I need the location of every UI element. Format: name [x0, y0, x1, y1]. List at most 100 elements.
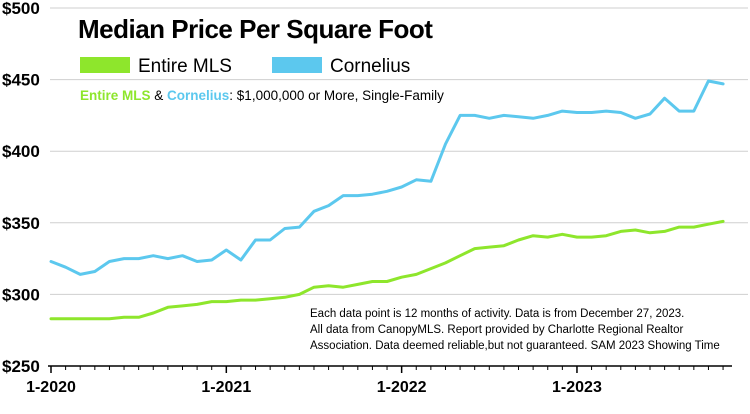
x-tick-label-1-2020: 1-2020 [26, 379, 76, 396]
x-tick-label-1-2023: 1-2023 [552, 379, 602, 396]
data-point-entire-mls-35 [561, 233, 564, 236]
y-tick-label-350: $350 [2, 214, 40, 233]
data-point-entire-mls-31 [503, 244, 505, 247]
data-point-cornelius-24 [400, 186, 403, 188]
data-point-cornelius-21 [356, 194, 359, 197]
data-point-entire-mls-16 [283, 296, 286, 299]
data-point-cornelius-13 [240, 259, 242, 261]
series-lines [49, 79, 725, 321]
subtitle-ampersand: & [151, 88, 168, 103]
data-point-cornelius-7 [152, 254, 155, 257]
data-point-entire-mls-46 [722, 220, 724, 223]
data-point-entire-mls-41 [649, 231, 651, 234]
subtitle-cornelius: Cornelius [167, 88, 229, 103]
footnote-line-3: Association. Data deemed reliable,but no… [310, 340, 720, 352]
data-point-cornelius-12 [225, 249, 228, 251]
data-point-cornelius-37 [590, 111, 593, 114]
data-point-cornelius-18 [313, 210, 315, 213]
data-point-entire-mls-5 [123, 316, 125, 319]
data-point-cornelius-44 [692, 110, 695, 113]
gridlines [50, 7, 748, 295]
legend-swatch-entire-mls [80, 57, 130, 73]
data-point-entire-mls-28 [459, 254, 461, 257]
data-point-cornelius-16 [283, 227, 286, 230]
data-point-cornelius-39 [619, 111, 622, 114]
data-point-cornelius-36 [576, 111, 578, 114]
data-point-cornelius-46 [722, 82, 724, 85]
data-point-cornelius-32 [517, 115, 520, 118]
x-tick-label-1-2022: 1-2022 [377, 379, 427, 396]
data-point-entire-mls-22 [371, 280, 374, 283]
data-point-cornelius-22 [371, 193, 374, 196]
data-point-cornelius-41 [649, 113, 651, 115]
data-point-cornelius-10 [196, 260, 199, 263]
data-point-entire-mls-18 [313, 286, 315, 289]
data-point-entire-mls-32 [517, 239, 520, 241]
data-point-entire-mls-25 [415, 273, 418, 276]
data-point-cornelius-45 [707, 80, 710, 82]
x-axis: 1-2020 1-2021 1-2022 1-2023 [26, 365, 732, 396]
y-tick-label-450: $450 [2, 71, 40, 90]
data-point-entire-mls-34 [546, 236, 549, 239]
legend-label-entire-mls: Entire MLS [138, 56, 232, 77]
data-point-entire-mls-30 [488, 246, 491, 249]
data-point-entire-mls-26 [429, 267, 432, 270]
data-point-cornelius-4 [108, 260, 111, 263]
data-point-entire-mls-39 [619, 230, 622, 233]
data-point-entire-mls-15 [269, 297, 272, 300]
data-point-cornelius-30 [488, 117, 491, 120]
data-point-entire-mls-43 [678, 226, 681, 228]
data-point-entire-mls-36 [576, 236, 578, 239]
data-point-entire-mls-9 [181, 304, 184, 307]
data-point-cornelius-35 [561, 110, 564, 113]
data-point-entire-mls-29 [473, 247, 476, 250]
data-point-cornelius-40 [634, 117, 637, 120]
legend: Entire MLS Cornelius [80, 56, 410, 77]
data-point-entire-mls-38 [605, 234, 608, 237]
data-point-entire-mls-23 [386, 280, 388, 283]
data-point-entire-mls-3 [93, 317, 96, 320]
data-point-cornelius-33 [532, 117, 535, 120]
data-point-cornelius-5 [123, 257, 125, 260]
legend-swatch-cornelius [272, 57, 322, 73]
data-point-entire-mls-0 [50, 317, 52, 320]
data-point-entire-mls-45 [707, 223, 710, 226]
data-point-entire-mls-4 [108, 317, 111, 320]
data-point-entire-mls-24 [400, 276, 403, 279]
data-point-entire-mls-6 [137, 316, 140, 319]
data-point-entire-mls-13 [240, 299, 242, 302]
footnote: Each data point is 12 months of activity… [310, 308, 720, 352]
series-line-cornelius [49, 79, 725, 276]
data-point-cornelius-29 [473, 114, 476, 117]
data-point-cornelius-34 [546, 114, 549, 117]
x-tick-label-1-2021: 1-2021 [201, 379, 251, 396]
data-point-entire-mls-7 [152, 312, 155, 314]
data-point-cornelius-17 [298, 226, 301, 228]
data-point-entire-mls-37 [590, 236, 593, 239]
footnote-line-1: Each data point is 12 months of activity… [310, 308, 684, 320]
data-point-entire-mls-33 [532, 234, 535, 237]
data-point-cornelius-28 [459, 114, 461, 117]
data-point-cornelius-42 [663, 97, 666, 100]
y-axis-ticks: $500 $450 $400 $350 $300 $250 [2, 0, 40, 376]
data-point-cornelius-20 [342, 194, 345, 197]
data-point-entire-mls-44 [692, 226, 695, 228]
data-point-cornelius-43 [678, 110, 681, 113]
chart-title: Median Price Per Square Foot [78, 14, 433, 44]
data-point-cornelius-1 [64, 266, 67, 269]
data-point-cornelius-26 [429, 180, 432, 183]
y-tick-label-500: $500 [2, 0, 40, 18]
data-point-entire-mls-10 [196, 303, 199, 306]
data-point-entire-mls-14 [254, 299, 257, 302]
data-point-cornelius-38 [605, 110, 608, 113]
data-point-entire-mls-12 [225, 300, 228, 303]
data-point-cornelius-25 [415, 178, 418, 181]
data-point-entire-mls-8 [166, 306, 169, 309]
data-point-cornelius-15 [269, 239, 272, 241]
data-point-entire-mls-40 [634, 229, 637, 231]
data-point-cornelius-19 [327, 204, 330, 207]
y-tick-label-300: $300 [2, 285, 40, 304]
data-point-entire-mls-2 [79, 317, 82, 320]
chart-subtitle: Entire MLS & Cornelius: $1,000,000 or Mo… [80, 88, 444, 103]
